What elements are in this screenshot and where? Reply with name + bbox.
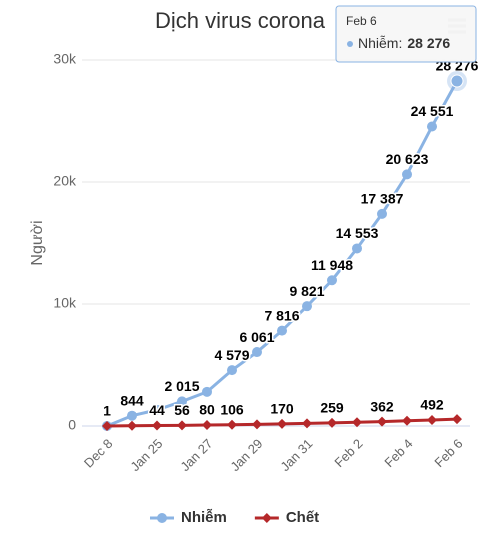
data-label: 106 (220, 401, 244, 417)
point (452, 414, 462, 425)
tooltip-number: 28 276 (407, 35, 450, 51)
legend-label: Chết (286, 509, 319, 526)
data-label: 56 (174, 402, 190, 418)
point (377, 208, 387, 219)
data-label: 9 821 (289, 283, 324, 299)
point (252, 419, 262, 430)
hover-point (450, 74, 464, 88)
point (302, 418, 312, 429)
data-label: 1 (103, 403, 111, 419)
data-label: 44 (149, 402, 165, 418)
point (302, 301, 312, 312)
point (352, 417, 362, 428)
data-label: 20 623 (386, 151, 429, 167)
y-tick-label: 20k (53, 173, 77, 189)
point (327, 417, 337, 428)
data-label: 14 553 (336, 225, 379, 241)
point (402, 169, 412, 180)
data-label: 80 (199, 402, 215, 418)
data-label: 2 015 (164, 378, 199, 394)
y-tick-label: 30k (53, 51, 77, 67)
data-label: 6 061 (239, 329, 274, 345)
tooltip-value: Nhiễm: 28 276 (358, 35, 450, 51)
x-tick-label: Feb 6 (431, 436, 465, 470)
point (102, 421, 112, 431)
point (427, 121, 437, 132)
x-tick-label: Jan 27 (177, 436, 215, 474)
point (277, 418, 287, 429)
data-label: 492 (420, 397, 444, 413)
tooltip-category: Feb 6 (346, 14, 377, 28)
x-tick-label: Feb 4 (381, 436, 415, 470)
point (402, 415, 412, 426)
point (177, 396, 187, 407)
data-label: 362 (370, 398, 394, 414)
data-label: 4 579 (214, 347, 249, 363)
tooltip-box (335, 5, 477, 63)
point (152, 420, 162, 431)
tooltip-dot (347, 41, 353, 47)
point (202, 386, 212, 397)
point (327, 275, 337, 286)
legend-marker (157, 513, 167, 523)
point (227, 419, 237, 430)
point (227, 365, 237, 376)
point (127, 420, 137, 431)
tooltip: Feb 6 Nhiễm: 28 276 (335, 5, 477, 63)
x-tick-label: Jan 29 (227, 436, 265, 474)
data-label: 11 948 (311, 257, 353, 273)
data-label: 170 (270, 401, 294, 417)
point (277, 325, 287, 336)
data-label: 7 816 (264, 307, 299, 323)
data-label: 259 (320, 400, 344, 416)
data-label: 17 387 (361, 191, 404, 207)
data-label: 844 (120, 392, 144, 408)
x-tick-label: Dec 8 (81, 436, 116, 471)
y-axis-title: Người (29, 220, 46, 265)
point (177, 420, 187, 431)
x-tick-label: Jan 25 (127, 436, 165, 474)
point (427, 414, 437, 425)
point (252, 347, 262, 358)
point (202, 420, 212, 431)
point (127, 410, 137, 421)
point (377, 416, 387, 427)
series-line (106, 80, 459, 428)
data-label: 24 551 (411, 103, 454, 119)
tooltip-label: Nhiễm: (358, 35, 402, 51)
x-tick-label: Jan 31 (277, 436, 315, 474)
legend-marker (261, 513, 272, 523)
point (152, 404, 162, 415)
legend-label: Nhiễm (181, 509, 227, 526)
x-tick-label: Feb 2 (331, 436, 365, 470)
y-tick-label: 0 (68, 417, 76, 433)
point (352, 243, 362, 254)
y-tick-label: 10k (53, 295, 77, 311)
chart-title: Dịch virus corona (155, 8, 326, 33)
